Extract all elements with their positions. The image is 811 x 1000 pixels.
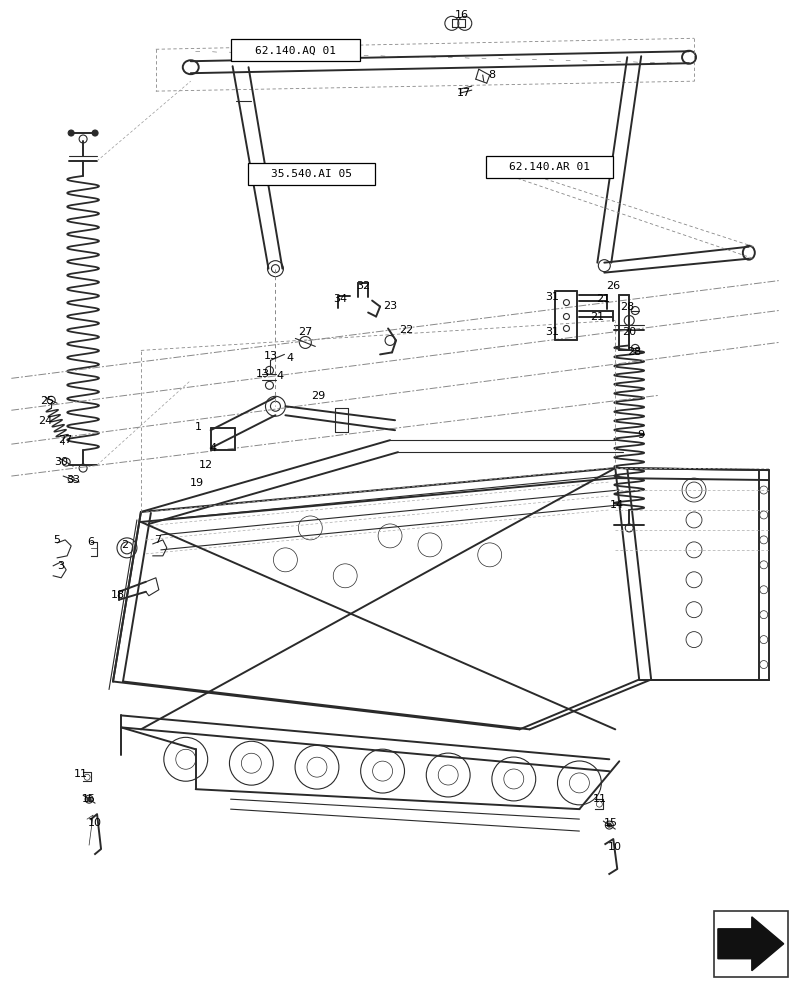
Text: 20: 20 — [621, 327, 636, 337]
Text: 16: 16 — [454, 10, 468, 20]
Text: 18: 18 — [111, 590, 125, 600]
Text: 33: 33 — [66, 475, 80, 485]
Bar — [247, 163, 375, 185]
Text: 13: 13 — [263, 351, 277, 361]
Text: 28: 28 — [620, 302, 633, 312]
Text: 15: 15 — [603, 818, 617, 828]
Text: 31: 31 — [545, 292, 559, 302]
Circle shape — [92, 130, 98, 136]
Text: 22: 22 — [398, 325, 413, 335]
Text: 4: 4 — [286, 353, 294, 363]
Text: 12: 12 — [199, 460, 212, 470]
Text: 4: 4 — [209, 443, 216, 453]
Text: 21: 21 — [595, 294, 610, 304]
Text: 24: 24 — [38, 416, 52, 426]
Text: 10: 10 — [88, 818, 102, 828]
Circle shape — [68, 130, 74, 136]
Text: 14: 14 — [609, 500, 624, 510]
Circle shape — [607, 823, 611, 827]
Text: 11: 11 — [74, 769, 88, 779]
Text: 21: 21 — [590, 312, 603, 322]
Text: 32: 32 — [356, 281, 370, 291]
Text: 8: 8 — [487, 70, 495, 80]
Text: 19: 19 — [190, 478, 204, 488]
Text: 34: 34 — [333, 294, 347, 304]
Text: 23: 23 — [383, 301, 397, 311]
Text: 62.140.AR 01: 62.140.AR 01 — [508, 162, 590, 172]
Text: 29: 29 — [311, 391, 325, 401]
Polygon shape — [717, 917, 783, 971]
Text: 27: 27 — [298, 327, 312, 337]
Text: 62.140.AQ 01: 62.140.AQ 01 — [255, 45, 336, 55]
Text: 1: 1 — [195, 422, 202, 432]
Text: 30: 30 — [54, 457, 68, 467]
Text: 9: 9 — [637, 430, 644, 440]
Text: 28: 28 — [626, 347, 641, 357]
Bar — [485, 156, 612, 178]
Text: 4: 4 — [277, 371, 284, 381]
Text: 13: 13 — [255, 369, 269, 379]
Text: 35.540.AI 05: 35.540.AI 05 — [271, 169, 351, 179]
Circle shape — [87, 797, 91, 801]
Text: 6: 6 — [88, 537, 94, 547]
Bar — [713, 911, 787, 977]
Bar — [230, 39, 360, 61]
Text: 5: 5 — [53, 535, 60, 545]
Text: 17: 17 — [456, 88, 470, 98]
Text: 27: 27 — [58, 435, 72, 445]
Text: 11: 11 — [591, 794, 606, 804]
Text: 15: 15 — [82, 794, 96, 804]
Text: 31: 31 — [545, 327, 559, 337]
Text: 10: 10 — [607, 842, 621, 852]
Text: 25: 25 — [40, 396, 54, 406]
Text: 26: 26 — [606, 281, 620, 291]
Text: 7: 7 — [154, 535, 161, 545]
Text: 3: 3 — [58, 561, 65, 571]
Text: 2: 2 — [122, 540, 128, 550]
